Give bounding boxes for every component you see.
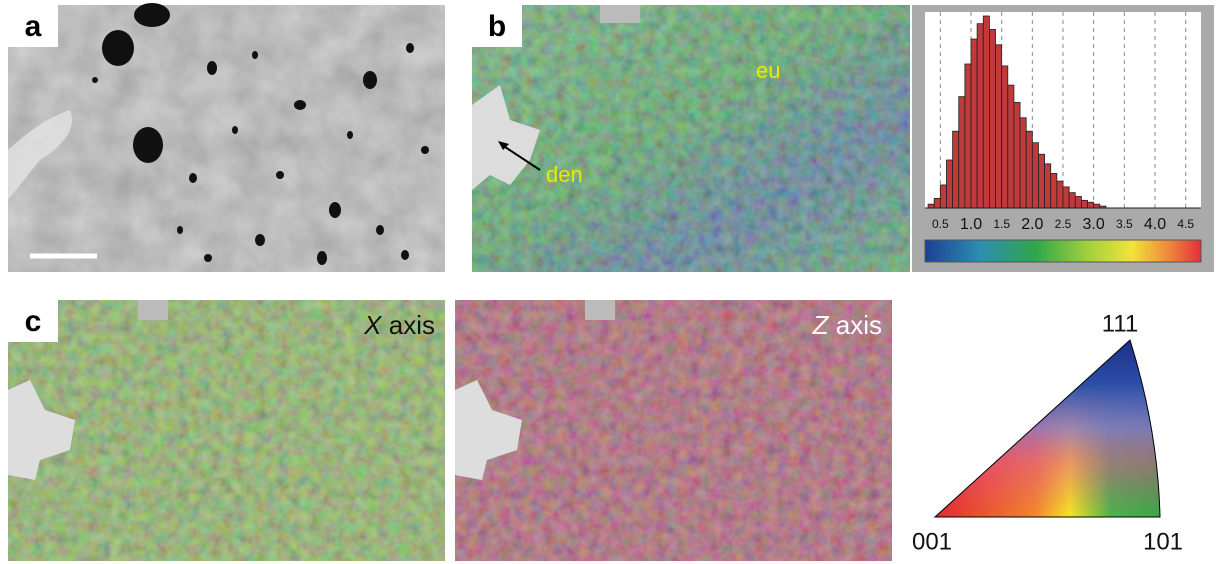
- dendrite: [138, 300, 168, 320]
- dendrite: [585, 300, 615, 320]
- bar: [1094, 204, 1100, 208]
- panel-label: a: [25, 10, 42, 43]
- bar: [934, 198, 940, 208]
- x-tick-label: 4.5: [1177, 217, 1194, 231]
- x-tick-label: 1.0: [960, 216, 982, 233]
- x-tick-label: 3.0: [1083, 216, 1105, 233]
- ipf-triangle-shade: [935, 340, 1160, 517]
- colorbar: [925, 240, 1201, 262]
- bar: [953, 131, 959, 208]
- bar: [1088, 202, 1094, 208]
- ipf-label: 001: [912, 528, 952, 555]
- bar: [965, 64, 971, 208]
- bar: [928, 204, 934, 208]
- bar: [1020, 118, 1026, 208]
- kam-texture: [472, 5, 910, 272]
- x-tick-label: 0.5: [932, 217, 949, 231]
- bar: [1014, 102, 1020, 208]
- bar: [1038, 154, 1044, 208]
- x-tick-label: 2.0: [1021, 216, 1043, 233]
- bar: [989, 29, 995, 208]
- bar: [1081, 200, 1087, 208]
- bar: [977, 24, 983, 208]
- bar: [996, 45, 1002, 208]
- x-tick-label: 2.5: [1055, 217, 1072, 231]
- ipf-label: 101: [1143, 528, 1183, 555]
- annotation: eu: [756, 58, 780, 83]
- bar: [983, 16, 989, 208]
- panel-a: a: [8, 3, 445, 272]
- x-tick-label: 4.0: [1144, 216, 1166, 233]
- bar: [1063, 187, 1069, 208]
- bar: [971, 39, 977, 208]
- bar: [1069, 193, 1075, 208]
- bar: [946, 160, 952, 208]
- bar: [940, 185, 946, 208]
- bar: [1026, 131, 1032, 208]
- map-title: Z axis: [812, 310, 882, 340]
- bar: [1075, 196, 1081, 208]
- axis-letter: Z: [812, 310, 830, 340]
- panel-label: b: [488, 10, 506, 43]
- panel-b: eu den b 0.5 1.0 1.5 2.0 2.5 3.0 3.5 4.0 4.5: [472, 5, 1214, 272]
- x-tick-label: 1.5: [993, 217, 1010, 231]
- bar: [1045, 164, 1051, 208]
- bar: [1008, 85, 1014, 208]
- ipf-label: 111: [1102, 310, 1138, 337]
- x-tick-label: 3.5: [1116, 217, 1133, 231]
- bar: [959, 97, 965, 208]
- bar: [1057, 181, 1063, 208]
- bar: [1032, 143, 1038, 208]
- axis-letter: X: [363, 310, 383, 340]
- axis-word: axis: [836, 310, 882, 340]
- panel-c: X axis Z axis c 111 001 101: [8, 300, 1183, 561]
- figure: a eu den b 0.5 1.0 1.5 2.0 2.5 3.0 3.5 4.0 4.5 X…: [0, 0, 1216, 564]
- axis-word: axis: [389, 310, 435, 340]
- bar: [1002, 66, 1008, 208]
- panel-label: c: [25, 305, 42, 338]
- dendrite: [600, 5, 640, 23]
- bar: [1051, 173, 1057, 208]
- map-title: X axis: [363, 310, 435, 340]
- annotation: den: [546, 162, 583, 187]
